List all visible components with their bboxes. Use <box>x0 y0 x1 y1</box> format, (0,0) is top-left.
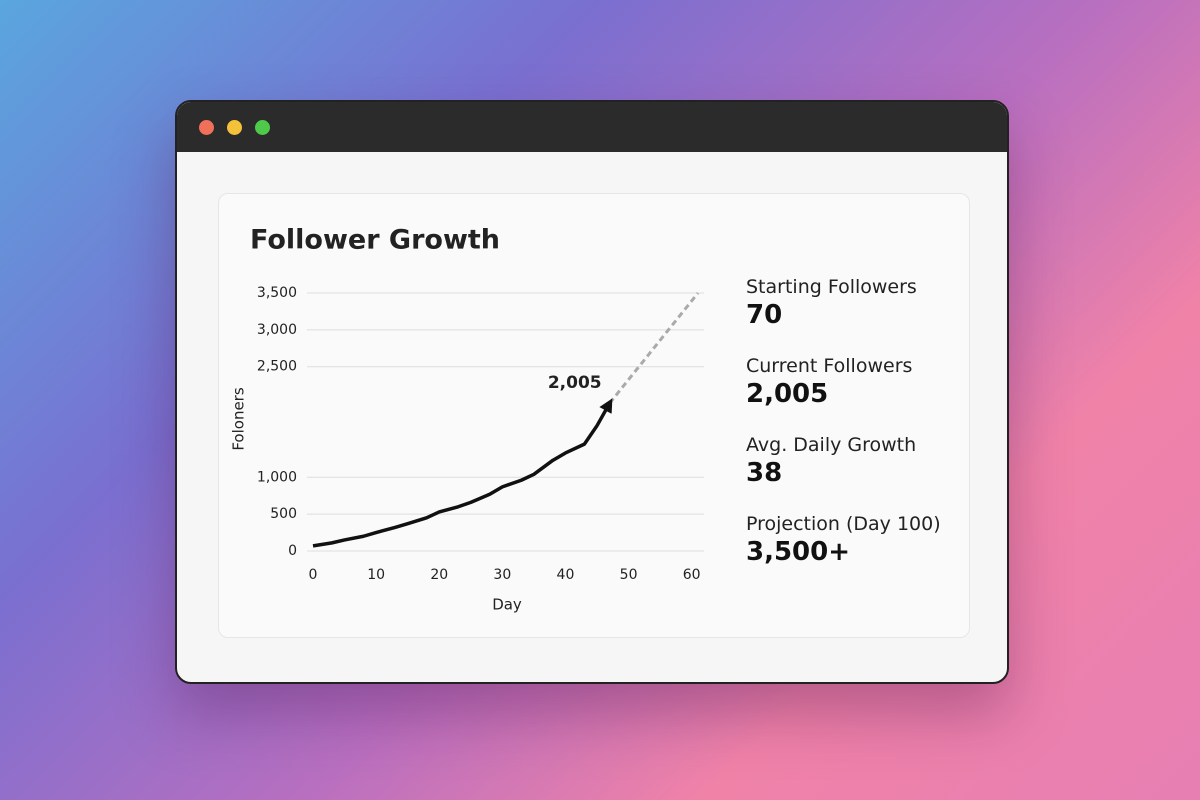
y-tick-label: 1,000 <box>257 469 297 485</box>
x-tick-label: 50 <box>620 567 638 583</box>
maximize-button[interactable] <box>255 120 270 135</box>
title-bar <box>177 102 1007 152</box>
x-tick-label: 60 <box>683 567 701 583</box>
stat-value: 38 <box>746 458 783 488</box>
stat: Projection (Day 100) 3,500+ <box>746 513 941 567</box>
stat-label: Avg. Daily Growth <box>746 434 917 456</box>
chart-title: Follower Growth <box>250 225 500 256</box>
window: Follower Growth 0 500 1,000 2,500 3,000 3,500… <box>175 100 1009 684</box>
x-tick-label: 30 <box>493 567 511 583</box>
annotation: 2,005 <box>548 373 602 393</box>
stat-value: 2,005 <box>746 379 829 409</box>
stat: Current Followers 2,005 <box>746 355 912 409</box>
y-tick-label: 500 <box>270 506 297 522</box>
projection-line <box>608 292 700 405</box>
y-tick-label: 2,500 <box>257 359 297 375</box>
stat: Starting Followers 70 <box>746 276 917 330</box>
chart: Follower Growth 05001,0002,5003,0003,500… <box>230 225 704 614</box>
y-tick-label: 3,000 <box>257 322 297 338</box>
y-axis-label: Foloners <box>230 387 248 451</box>
x-tick-label: 20 <box>430 567 448 583</box>
x-tick-label: 0 <box>309 567 318 583</box>
y-tick-label: 3,500 <box>257 285 297 301</box>
x-axis-label: Day <box>492 596 522 614</box>
stat: Avg. Daily Growth 38 <box>746 434 916 488</box>
stat-label: Starting Followers <box>746 276 917 298</box>
stat-value: 3,500+ <box>746 537 851 567</box>
close-button[interactable] <box>199 120 214 135</box>
y-tick-label: 0 <box>288 543 297 559</box>
stat-value: 70 <box>746 300 783 330</box>
x-tick-label: 40 <box>557 567 575 583</box>
stat-label: Current Followers <box>746 355 913 377</box>
x-tick-label: 10 <box>367 567 385 583</box>
stat-label: Projection (Day 100) <box>746 513 941 535</box>
card: Follower Growth 0 500 1,000 2,500 3,000 3,500… <box>218 193 970 638</box>
line <box>312 398 613 548</box>
minimize-button[interactable] <box>227 120 242 135</box>
